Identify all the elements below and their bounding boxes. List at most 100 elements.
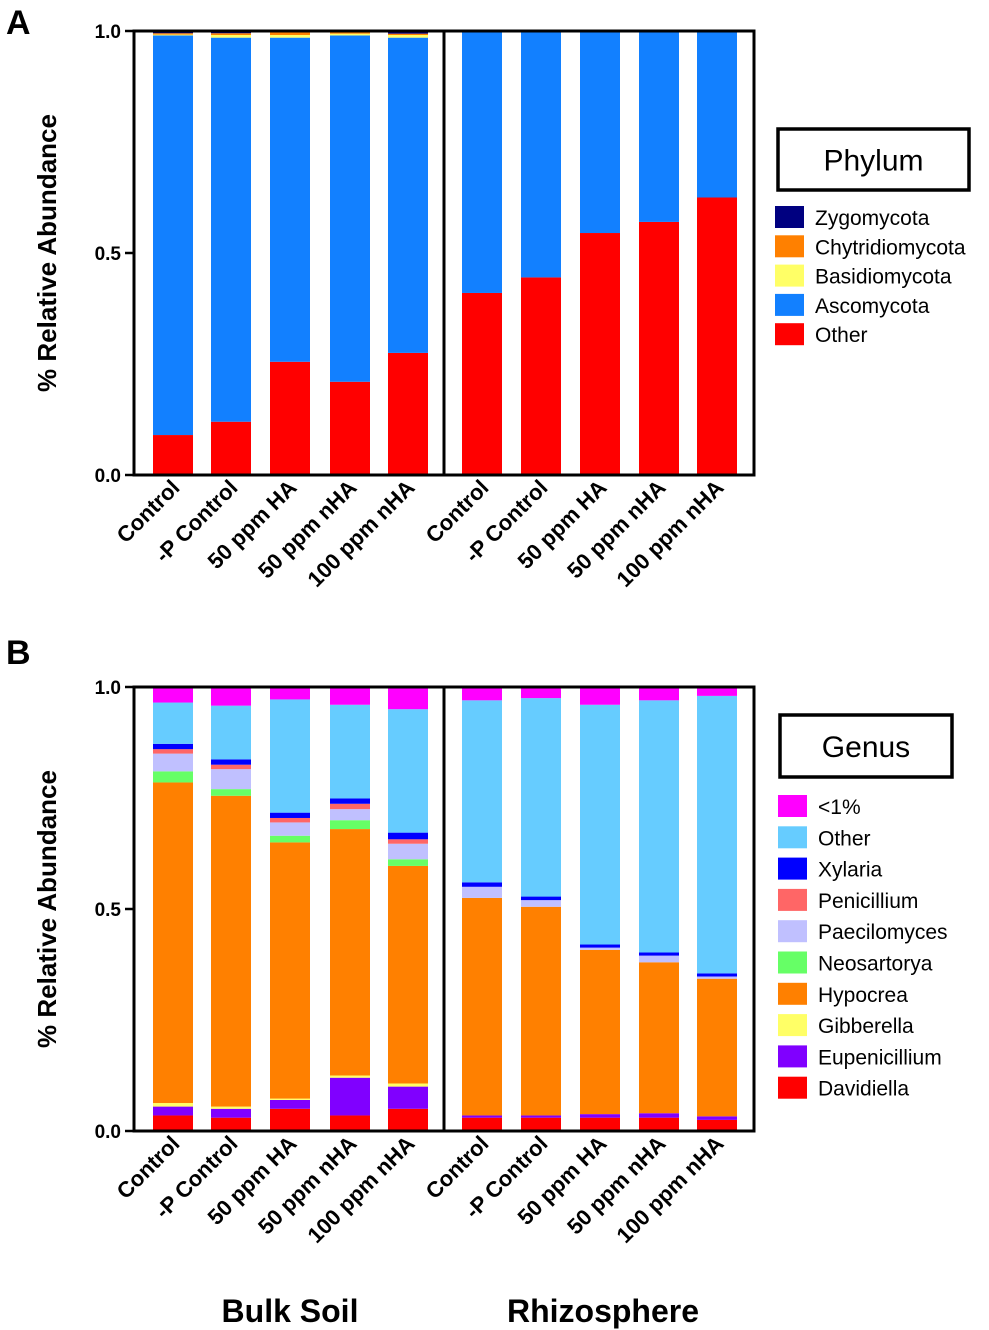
bar-segment-hypocrea — [330, 829, 370, 1076]
bar-segment-hypocrea — [388, 865, 428, 1084]
bar-segment-hypocrea — [462, 897, 502, 1116]
bar-segment-neosartorya — [388, 859, 428, 866]
legend-label-other: Other — [818, 827, 871, 850]
bar-segment-other — [270, 361, 310, 475]
legend-label-ascomycota: Ascomycota — [815, 295, 930, 318]
bar-segment-lt1pct — [211, 687, 251, 706]
bar-segment-neosartorya — [211, 789, 251, 796]
bar-segment-xylaria — [697, 973, 737, 977]
bar-segment-eupenicillium — [521, 1115, 561, 1118]
bar-segment-basidiomycota — [270, 34, 310, 38]
bar-segment-eupenicillium — [462, 1115, 502, 1118]
legend-label-eupenicillium: Eupenicillium — [818, 1046, 942, 1069]
bar-segment-hypocrea — [211, 795, 251, 1107]
legend-label-chytridiomycota: Chytridiomycota — [815, 236, 966, 259]
y-tick-label: 1.0 — [95, 678, 121, 699]
bar-segment-paecilomyces — [639, 955, 679, 963]
legend-swatch-gibberella — [778, 1014, 807, 1037]
bar-segment-other — [521, 698, 561, 897]
bar-segment-gibberella — [270, 1098, 310, 1100]
bar-segment-xylaria — [211, 759, 251, 765]
legend-title-box — [776, 127, 971, 192]
bar-segment-lt1pct — [388, 687, 428, 710]
legend-label-penicillium: Penicillium — [818, 890, 918, 913]
bar-segment-other — [388, 352, 428, 475]
bar-segment-other — [388, 709, 428, 833]
bar-segment-lt1pct — [521, 687, 561, 699]
y-axis-label: % Relative Abundance — [32, 114, 62, 392]
legend-label-basidiomycota: Basidiomycota — [815, 266, 952, 289]
bar-segment-paecilomyces — [388, 843, 428, 860]
bar-segment-chytridiomycota — [330, 32, 370, 34]
bar-segment-chytridiomycota — [211, 33, 251, 35]
group-label-rhizosphere: Rhizosphere — [507, 1293, 699, 1329]
bar-segment-gibberella — [330, 1075, 370, 1078]
y-tick-label: 0.5 — [95, 244, 122, 265]
legend-swatch-chytridiomycota — [775, 235, 804, 258]
bar-segment-eupenicillium — [697, 1116, 737, 1120]
bar-segment-penicillium — [388, 839, 428, 844]
bar-segment-davidiella — [521, 1117, 561, 1131]
bar-segment-other — [580, 704, 620, 945]
bar-segment-xylaria — [521, 896, 561, 901]
bar-segment-davidiella — [462, 1117, 502, 1131]
bar-segment-other — [580, 233, 620, 475]
bar-segment-davidiella — [211, 1117, 251, 1131]
bar-segment-other — [211, 421, 251, 475]
bar-segment-paecilomyces — [330, 809, 370, 821]
legend-title: Phylum — [823, 145, 923, 178]
legend-swatch-xylaria — [778, 857, 807, 880]
bar-segment-xylaria — [388, 832, 428, 840]
bar-segment-lt1pct — [639, 687, 679, 701]
bar-segment-neosartorya — [153, 771, 193, 783]
bar-segment-hypocrea — [270, 842, 310, 1099]
bar-segment-xylaria — [153, 743, 193, 750]
bar-segment-davidiella — [639, 1117, 679, 1131]
bar-segment-gibberella — [211, 1106, 251, 1109]
panel-label-a: A — [6, 4, 31, 42]
y-tick-label: 0.0 — [95, 466, 121, 487]
bar-segment-ascomycota — [580, 31, 620, 234]
legend-label-davidiella: Davidiella — [818, 1078, 909, 1101]
bar-segment-ascomycota — [639, 31, 679, 222]
bar-segment-lt1pct — [270, 687, 310, 700]
bar-segment-gibberella — [153, 1103, 193, 1107]
y-tick-label: 1.0 — [95, 22, 121, 43]
bar-segment-xylaria — [330, 798, 370, 804]
legend-label-gibberella: Gibberella — [818, 1015, 914, 1038]
bar-segment-other — [639, 221, 679, 475]
bar-segment-lt1pct — [153, 687, 193, 703]
bar-segment-paecilomyces — [270, 822, 310, 836]
legend-label-xylaria: Xylaria — [818, 859, 883, 882]
bar-segment-paecilomyces — [521, 900, 561, 907]
bar-segment-basidiomycota — [153, 34, 193, 36]
bar-segment-xylaria — [580, 944, 620, 948]
bar-segment-davidiella — [270, 1108, 310, 1131]
bar-segment-xylaria — [270, 812, 310, 818]
legend-swatch-paecilomyces — [778, 920, 807, 943]
bar-segment-eupenicillium — [153, 1106, 193, 1116]
legend-swatch-lt1pct — [778, 795, 807, 817]
panel-label-b: B — [6, 634, 31, 672]
bar-segment-hypocrea — [580, 949, 620, 1115]
bar-segment-neosartorya — [330, 820, 370, 830]
legend-swatch-hypocrea — [778, 982, 807, 1005]
bar-segment-eupenicillium — [580, 1114, 620, 1118]
bar-segment-eupenicillium — [639, 1113, 679, 1118]
legend-title-box — [778, 713, 954, 779]
bar-segment-ascomycota — [330, 35, 370, 382]
bar-segment-other — [639, 700, 679, 953]
legend-swatch-eupenicillium — [778, 1045, 807, 1068]
bar-segment-ascomycota — [462, 31, 502, 293]
bar-segment-ascomycota — [697, 31, 737, 198]
bar-segment-other — [153, 435, 193, 475]
bar-segment-ascomycota — [153, 35, 193, 436]
bar-segment-ascomycota — [388, 37, 428, 353]
bar-segment-other — [270, 699, 310, 813]
y-tick-label: 0.0 — [95, 1122, 121, 1143]
bar-segment-other — [330, 704, 370, 799]
bar-segment-penicillium — [270, 817, 310, 823]
bar-segment-eupenicillium — [388, 1086, 428, 1109]
